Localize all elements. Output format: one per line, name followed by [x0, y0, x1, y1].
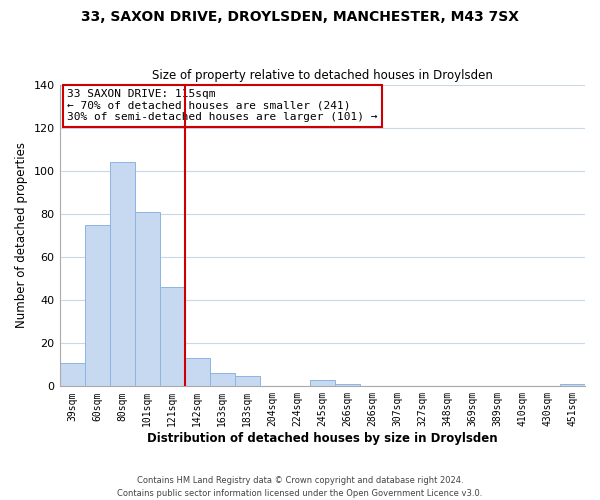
- X-axis label: Distribution of detached houses by size in Droylsden: Distribution of detached houses by size …: [147, 432, 497, 445]
- Bar: [335, 384, 360, 386]
- Bar: [235, 376, 260, 386]
- Bar: [209, 374, 235, 386]
- Text: Contains HM Land Registry data © Crown copyright and database right 2024.
Contai: Contains HM Land Registry data © Crown c…: [118, 476, 482, 498]
- Bar: [560, 384, 585, 386]
- Text: 33, SAXON DRIVE, DROYLSDEN, MANCHESTER, M43 7SX: 33, SAXON DRIVE, DROYLSDEN, MANCHESTER, …: [81, 10, 519, 24]
- Bar: [185, 358, 209, 386]
- Y-axis label: Number of detached properties: Number of detached properties: [15, 142, 28, 328]
- Title: Size of property relative to detached houses in Droylsden: Size of property relative to detached ho…: [152, 69, 493, 82]
- Text: 33 SAXON DRIVE: 115sqm
← 70% of detached houses are smaller (241)
30% of semi-de: 33 SAXON DRIVE: 115sqm ← 70% of detached…: [67, 89, 378, 122]
- Bar: [85, 224, 110, 386]
- Bar: [134, 212, 160, 386]
- Bar: [59, 362, 85, 386]
- Bar: [160, 287, 185, 386]
- Bar: [310, 380, 335, 386]
- Bar: [110, 162, 134, 386]
